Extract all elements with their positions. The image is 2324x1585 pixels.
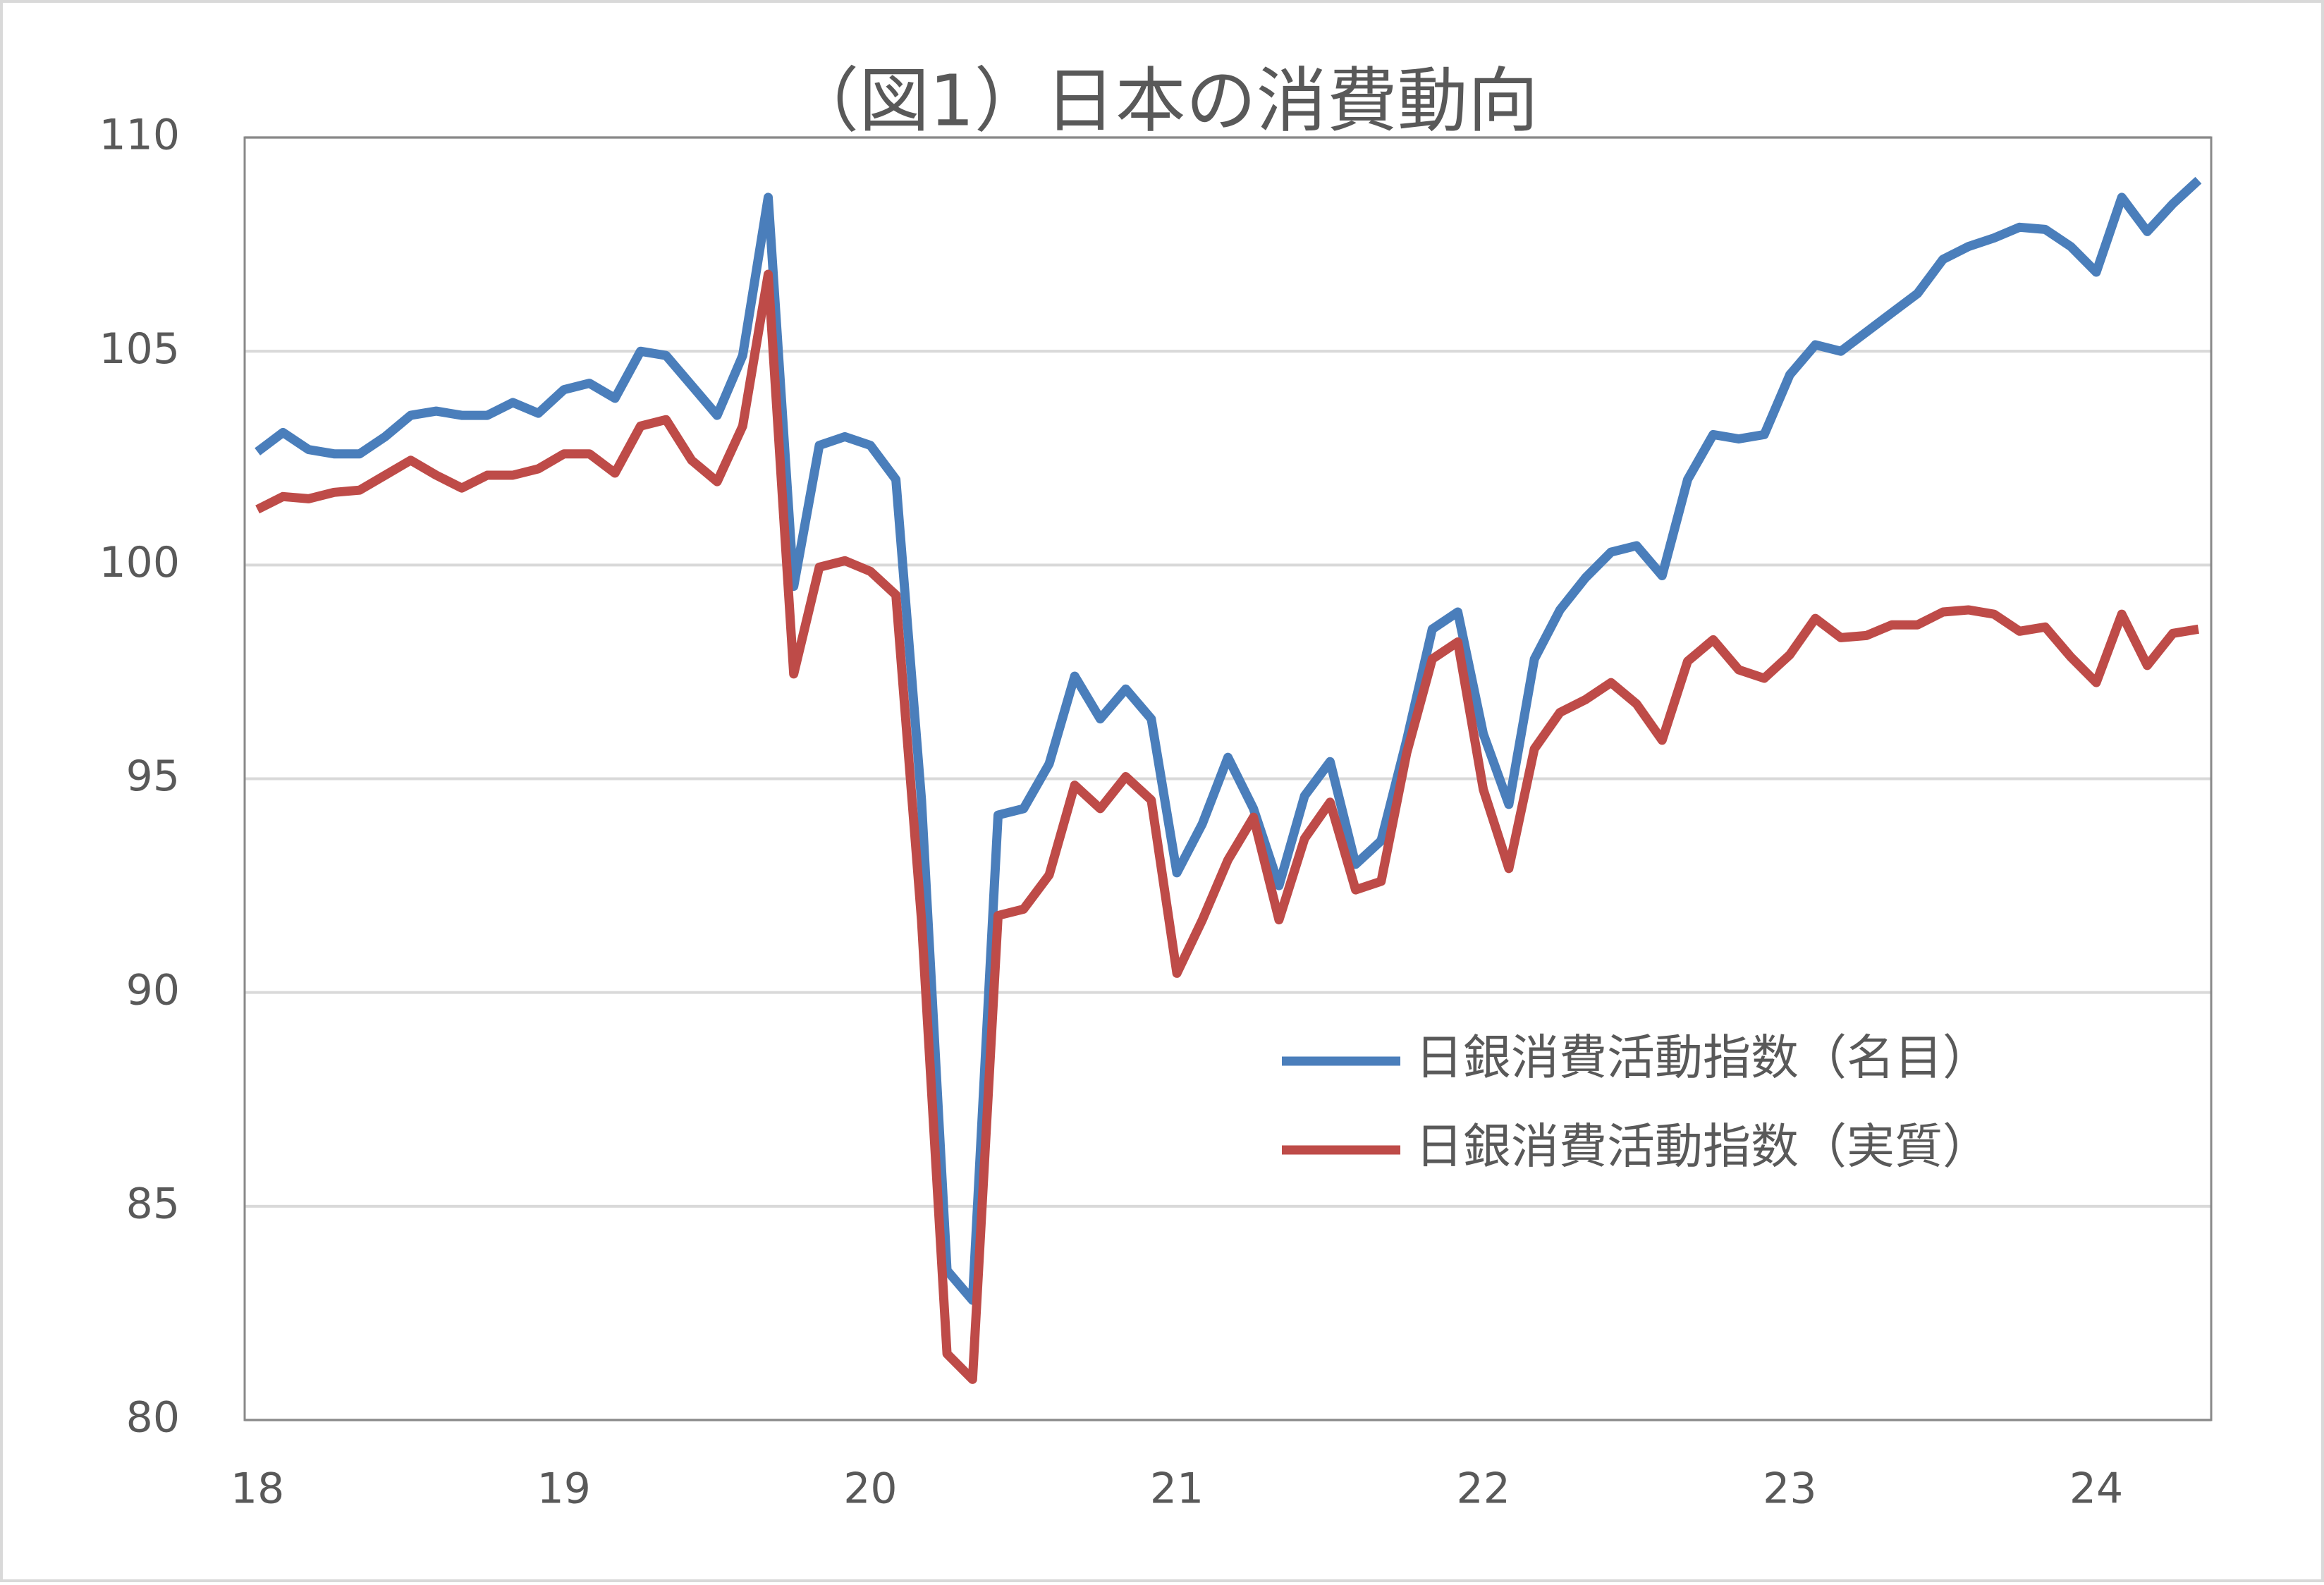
series-line (255, 176, 2202, 1305)
y-tick-label: 100 (99, 538, 180, 587)
x-tick-label: 23 (1763, 1464, 1816, 1514)
legend-label: 日銀消費活動指数（実質） (1415, 1120, 1990, 1175)
x-tick-label: 18 (231, 1464, 284, 1514)
y-tick-label: 80 (126, 1393, 180, 1443)
y-tick-label: 95 (126, 752, 180, 801)
x-tick-label: 21 (1150, 1464, 1204, 1514)
series-line (255, 269, 2199, 1384)
y-tick-label: 90 (126, 965, 180, 1015)
chart-title: （図1）日本の消費動向 (788, 59, 1539, 142)
x-tick-label: 24 (2069, 1464, 2123, 1514)
x-tick-label: 20 (843, 1464, 897, 1514)
x-tick-label: 19 (537, 1464, 591, 1514)
legend-label: 日銀消費活動指数（名目） (1415, 1031, 1990, 1087)
y-tick-label: 105 (99, 324, 180, 374)
x-tick-label: 22 (1457, 1464, 1510, 1514)
plot-frame (243, 136, 2213, 1421)
y-tick-label: 110 (99, 111, 180, 160)
y-tick-label: 85 (126, 1179, 180, 1228)
